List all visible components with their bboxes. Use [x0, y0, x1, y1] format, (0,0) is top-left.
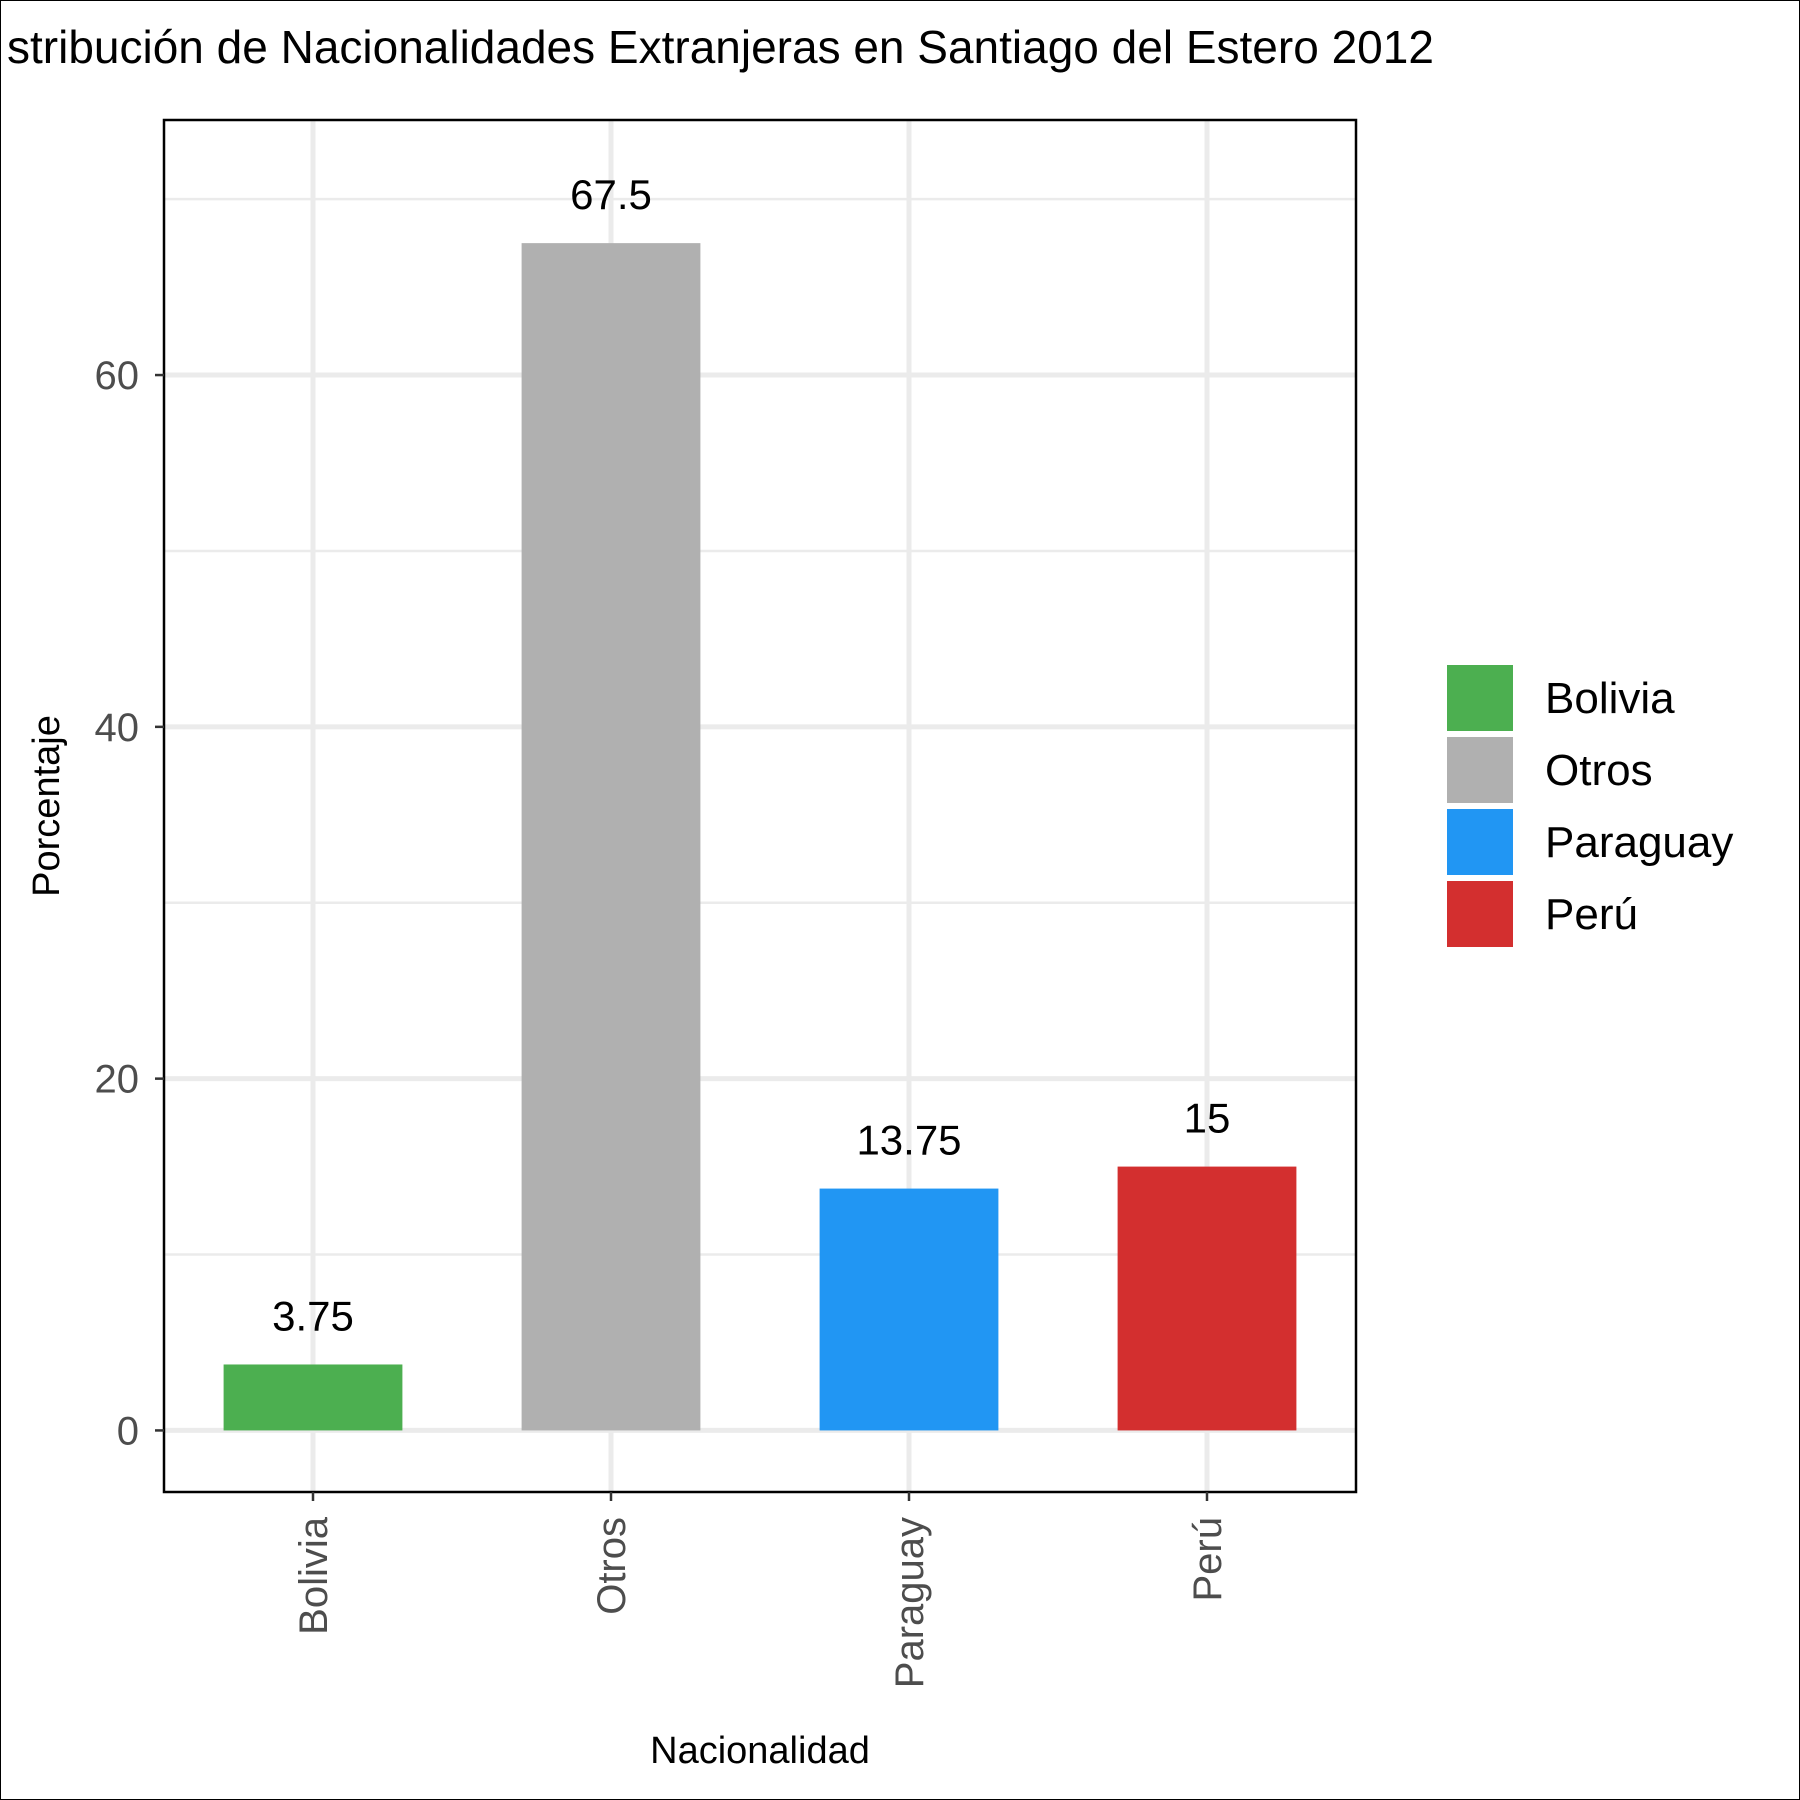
legend-label: Paraguay	[1545, 818, 1733, 867]
bar-value-label: 3.75	[272, 1292, 354, 1339]
y-tick-label: 40	[95, 706, 140, 750]
y-tick-label: 60	[95, 354, 140, 398]
legend-key-otros	[1447, 737, 1513, 803]
plot-border	[162, 118, 1358, 1494]
bar-perú	[1117, 1166, 1297, 1431]
bar-value-label: 13.75	[856, 1117, 961, 1164]
y-tick-label: 20	[95, 1058, 140, 1102]
x-tick-label: Bolivia	[292, 1516, 336, 1635]
legend-key-bolivia	[1447, 665, 1513, 731]
legend-label: Perú	[1545, 890, 1638, 939]
y-axis-title: Porcentaje	[26, 715, 68, 897]
bar-otros	[521, 243, 701, 1431]
legend-label: Bolivia	[1545, 674, 1675, 723]
x-tick-label: Paraguay	[888, 1517, 932, 1688]
legend-key-perú	[1447, 881, 1513, 947]
bar-bolivia	[223, 1364, 403, 1431]
x-tick-label: Otros	[590, 1517, 634, 1615]
bar-value-label: 15	[1184, 1095, 1231, 1142]
x-tick-label: Perú	[1186, 1517, 1230, 1602]
bar-paraguay	[819, 1188, 999, 1431]
legend-key-paraguay	[1447, 809, 1513, 875]
bar-value-label: 67.5	[570, 171, 652, 218]
y-tick-label: 0	[117, 1409, 139, 1453]
chart-title: stribución de Nacionalidades Extranjeras…	[7, 21, 1434, 73]
x-axis-title: Nacionalidad	[650, 1730, 870, 1772]
legend-label: Otros	[1545, 746, 1653, 795]
